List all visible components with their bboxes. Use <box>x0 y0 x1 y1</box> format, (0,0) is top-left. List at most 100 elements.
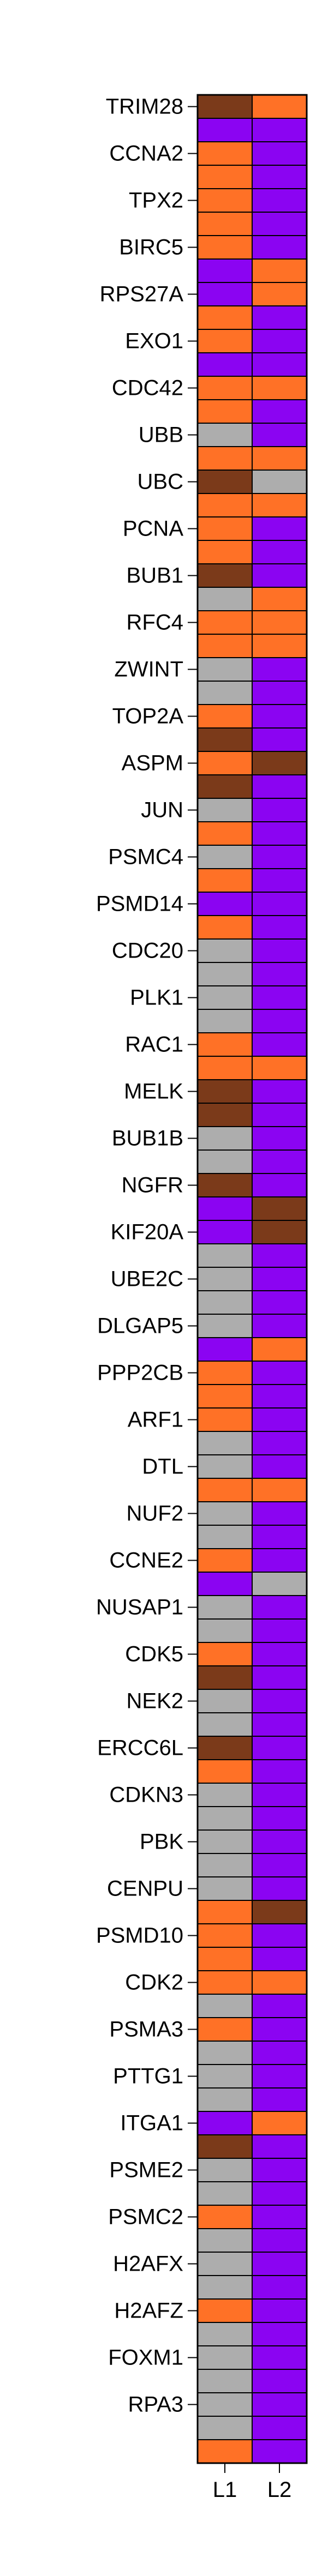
row-label: MELK <box>124 1080 183 1104</box>
heatmap-cell <box>252 2416 307 2440</box>
heatmap-cell <box>197 352 253 377</box>
heatmap-cell <box>197 188 253 213</box>
heatmap-cell <box>252 2087 307 2112</box>
row-label: CENPU <box>107 1877 183 1901</box>
heatmap-cell <box>252 798 307 822</box>
heatmap-cell <box>197 1994 253 2018</box>
heatmap-cell <box>197 892 253 916</box>
heatmap-cell <box>197 2439 253 2464</box>
heatmap-cell <box>252 2392 307 2417</box>
heatmap-cell <box>197 1806 253 1831</box>
row-label: NGFR <box>122 1173 183 1197</box>
row-label: BIRC5 <box>119 236 183 260</box>
heatmap-cell <box>252 985 307 1010</box>
heatmap-cell <box>197 2252 253 2276</box>
heatmap-cell <box>197 2064 253 2089</box>
row-label: RPA3 <box>128 2393 183 2417</box>
column-ticks <box>224 2463 280 2473</box>
heatmap-cell <box>252 2298 307 2323</box>
heatmap-cell <box>197 1853 253 1877</box>
heatmap-cell <box>252 1431 307 1455</box>
heatmap-cell <box>197 165 253 189</box>
heatmap-cell <box>252 587 307 611</box>
row-label: ITGA1 <box>120 2111 183 2135</box>
heatmap-cell <box>197 985 253 1010</box>
heatmap-cell <box>197 1478 253 1502</box>
heatmap-cell <box>252 1947 307 1971</box>
heatmap-cell <box>252 727 307 752</box>
heatmap-cell <box>252 774 307 799</box>
heatmap-cell <box>197 657 253 682</box>
row-label: CDKN3 <box>109 1783 183 1807</box>
heatmap-cell <box>252 1009 307 1033</box>
row-label: BUB1B <box>112 1127 183 1151</box>
row-label: CDC20 <box>112 939 183 963</box>
heatmap-cell <box>197 212 253 236</box>
heatmap-cell <box>197 1900 253 1924</box>
column-label: L2 <box>267 2478 292 2502</box>
row-label: TPX2 <box>129 189 183 213</box>
heatmap-cell <box>252 868 307 893</box>
heatmap-cell <box>197 2017 253 2042</box>
heatmap-cell <box>252 329 307 353</box>
heatmap-cell <box>252 516 307 541</box>
row-label: PSMC2 <box>108 2205 183 2229</box>
heatmap-cell <box>252 821 307 846</box>
heatmap-cell <box>197 423 253 447</box>
row-label: NEK2 <box>127 1689 184 1713</box>
heatmap-cell <box>197 1173 253 1197</box>
heatmap-cell <box>252 2275 307 2300</box>
heatmap-cell <box>197 938 253 963</box>
row-label: ERCC6L <box>97 1736 183 1760</box>
heatmap-cell <box>197 751 253 775</box>
heatmap-cell <box>252 1853 307 1877</box>
row-label: CDK5 <box>125 1642 183 1666</box>
heatmap-cell <box>197 376 253 400</box>
heatmap-cell <box>197 2111 253 2135</box>
heatmap-cell <box>197 1525 253 1549</box>
heatmap-cell <box>252 141 307 166</box>
heatmap-cell <box>252 1595 307 1620</box>
heatmap-cell <box>252 845 307 869</box>
heatmap-cell <box>197 1970 253 1995</box>
heatmap-cell <box>252 165 307 189</box>
heatmap-cell <box>252 212 307 236</box>
row-label: UBC <box>138 470 183 494</box>
heatmap-cell <box>252 2439 307 2464</box>
heatmap-cell <box>197 1431 253 1455</box>
heatmap-cell <box>197 1126 253 1151</box>
heatmap-cell <box>197 845 253 869</box>
row-ticks <box>188 106 198 2405</box>
heatmap-cell <box>197 1196 253 1221</box>
heatmap-cell <box>197 1829 253 1854</box>
row-label: ASPM <box>122 751 183 775</box>
heatmap-cell <box>197 1947 253 1971</box>
heatmap-cell <box>252 2134 307 2159</box>
row-label: RFC4 <box>127 611 183 635</box>
heatmap-cell <box>197 1384 253 1409</box>
heatmap-cell <box>252 1243 307 1268</box>
heatmap-cell <box>197 610 253 635</box>
heatmap-cell <box>252 2017 307 2042</box>
row-label: PPP2CB <box>97 1361 183 1385</box>
heatmap-cell <box>252 1361 307 1385</box>
heatmap-cell <box>197 1572 253 1596</box>
heatmap-cell <box>252 1829 307 1854</box>
row-labels: TRIM28 CCNA2 TPX2 BIRC5 RPS27A EXO1 CDC42 UBB UB… <box>96 95 183 2417</box>
heatmap-cell <box>252 1665 307 1690</box>
heatmap-cell <box>252 1642 307 1666</box>
heatmap-cell <box>197 727 253 752</box>
row-label: PSME2 <box>109 2158 183 2182</box>
heatmap-cell <box>252 540 307 564</box>
row-label: CCNA2 <box>109 142 183 166</box>
heatmap-cell <box>197 1103 253 1127</box>
heatmap-cell <box>252 1759 307 1784</box>
heatmap-cell <box>197 258 253 283</box>
heatmap-cell <box>252 352 307 377</box>
heatmap-cell <box>252 1900 307 1924</box>
heatmap-cell <box>252 2158 307 2182</box>
heatmap-cell <box>197 1923 253 1948</box>
heatmap-cell <box>197 774 253 799</box>
heatmap-cell <box>197 1618 253 1643</box>
